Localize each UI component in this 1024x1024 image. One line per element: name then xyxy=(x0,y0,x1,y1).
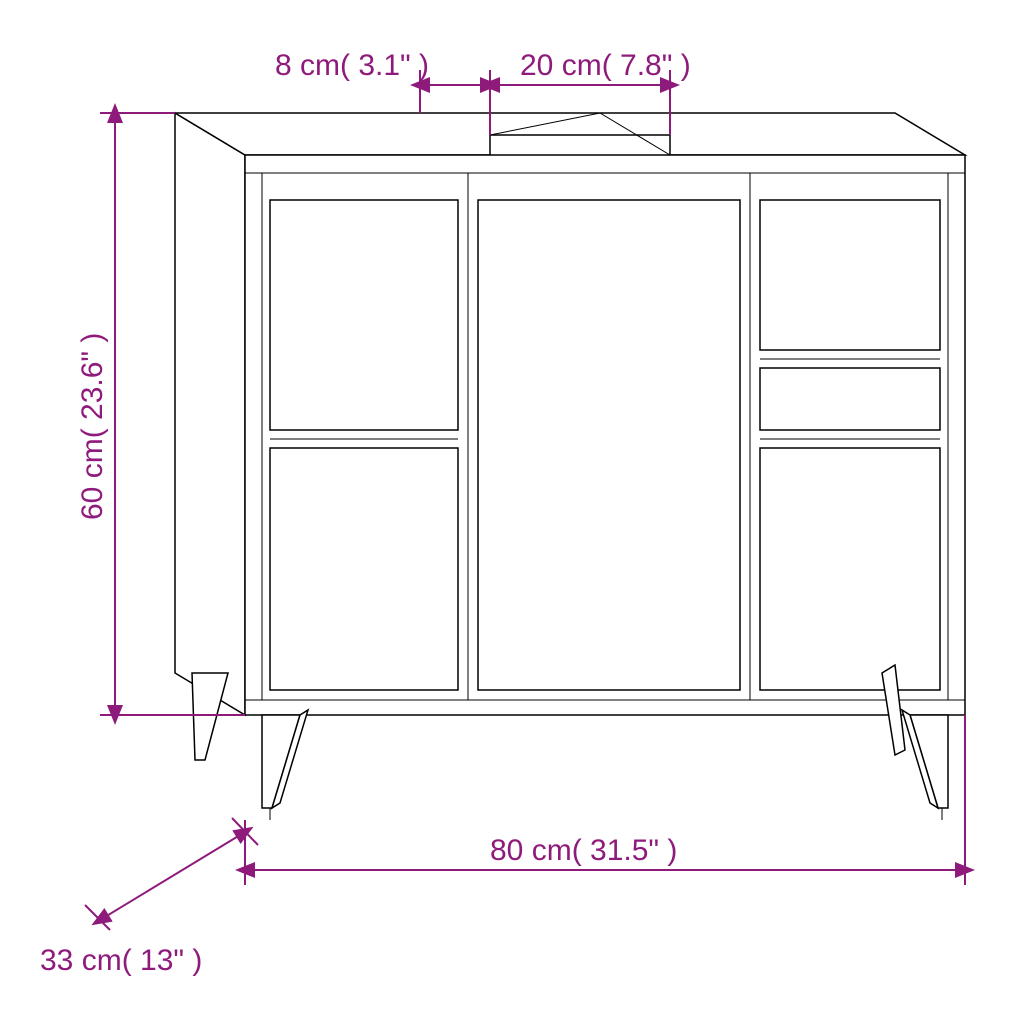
drawer-right-3 xyxy=(760,448,940,690)
drawer-right-1 xyxy=(760,200,940,350)
dim-notch-width-label: 20 cm( 7.8" ) xyxy=(520,49,691,82)
dim-depth: 33 cm( 13" ) xyxy=(40,818,258,977)
dim-width: 80 cm( 31.5" ) xyxy=(245,715,965,885)
dim-depth-label: 33 cm( 13" ) xyxy=(40,944,202,977)
drawer-left-top xyxy=(270,200,458,430)
leg-front-left xyxy=(262,710,308,820)
dim-notch-offset-label: 8 cm( 3.1" ) xyxy=(275,49,429,82)
drawer-left-bottom xyxy=(270,448,458,690)
dim-width-label: 80 cm( 31.5" ) xyxy=(490,834,677,867)
leg-back-left xyxy=(192,673,228,760)
cabinet-side xyxy=(175,113,245,715)
dim-height-label: 60 cm( 23.6" ) xyxy=(76,333,109,520)
leg-front-right xyxy=(902,710,948,820)
door-center xyxy=(478,200,740,690)
dimension-diagram: 60 cm( 23.6" ) 80 cm( 31.5" ) 33 cm( 13"… xyxy=(0,0,1024,1024)
drawer-right-2 xyxy=(760,368,940,430)
